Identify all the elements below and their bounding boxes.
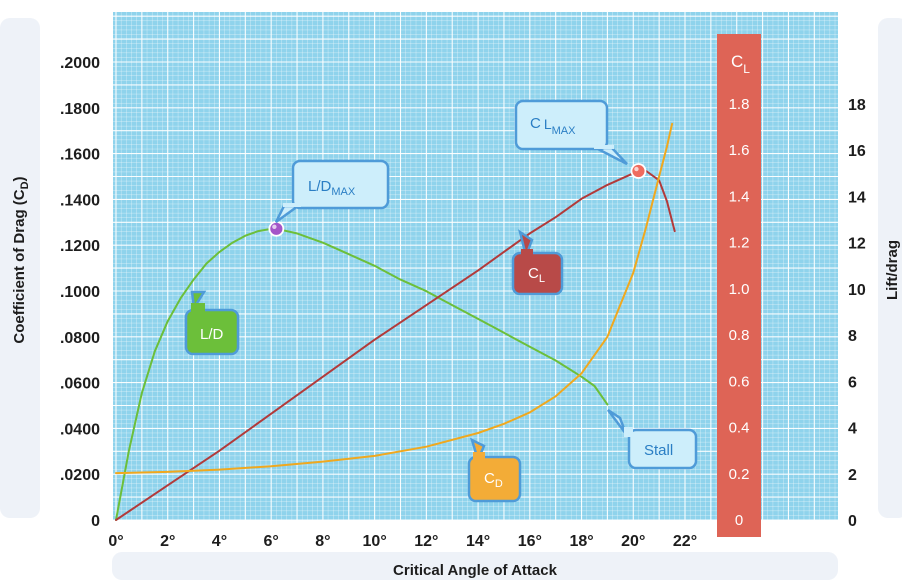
x-axis-title: Critical Angle of Attack [393, 562, 558, 579]
cl-bar-title-sub: L [743, 62, 750, 76]
cl-tick-label: 0.8 [729, 327, 750, 344]
x-tick-label: 12° [414, 533, 438, 550]
cl-tick-label: 1.2 [729, 235, 750, 252]
cd-tick-label: .1200 [60, 238, 100, 255]
x-tick-label: 22° [673, 533, 697, 550]
cl-tick-label: 0.2 [729, 466, 750, 483]
x-ticks: 0° 2° 4° 6° 8° 10° 12° 14° 16° 18° 20° 22° [108, 533, 697, 550]
cl-max-marker-highlight [634, 166, 639, 172]
callout-cd: CD [467, 437, 522, 503]
cd-ticks: 0 .0200 .0400 .0600 .0800 .1000 .1200 .1400 .160… [60, 55, 100, 530]
callout-stall-text: Stall [644, 442, 673, 459]
ld-tick-label: 12 [848, 236, 866, 253]
ld-tick-label: 4 [848, 421, 857, 438]
svg-text:CL: CL [528, 265, 545, 285]
series-layer [115, 122, 676, 521]
ld-max-marker [268, 220, 285, 237]
cd-tick-label: .1000 [60, 284, 100, 301]
callout-cl-max: C LMAX [514, 99, 628, 166]
cl-tick-label: 1.6 [729, 142, 750, 159]
callout-cl-max-sub2: MAX [552, 125, 577, 137]
cd-tick-label: .0400 [60, 421, 100, 438]
cl-ticks: 0 0.2 0.4 0.6 0.8 1.0 1.2 1.4 1.6 1.8 [729, 96, 750, 529]
left-side-panel [0, 18, 40, 518]
series-c-d-line [115, 122, 674, 475]
ld-tick-label: 18 [848, 97, 866, 114]
ld-tick-label: 2 [848, 467, 857, 484]
cl-tick-label: 0 [735, 512, 743, 529]
cl-tick-label: 1.8 [729, 96, 750, 113]
cl-bar [717, 34, 761, 537]
cd-tick-label: .1800 [60, 101, 100, 118]
callout-cl: CL [511, 229, 564, 296]
y-axis-right-title: Lift/drag [884, 240, 901, 300]
ld-max-marker-highlight [272, 224, 277, 229]
ld-tick-label: 16 [848, 143, 866, 160]
marker-layer [268, 163, 647, 237]
x-tick-label: 14° [466, 533, 490, 550]
callout-cl-main: C [528, 265, 539, 282]
svg-text:CD: CD [484, 470, 503, 490]
ld-tick-label: 8 [848, 328, 857, 345]
callout-cd-main: C [484, 470, 495, 487]
x-tick-label: 16° [518, 533, 542, 550]
x-tick-label: 20° [621, 533, 645, 550]
callout-cl-max-sub1: L [544, 116, 552, 132]
series-l-d-line [115, 227, 609, 521]
cl-tick-label: 1.4 [729, 188, 750, 205]
cl-tick-label: 0.6 [729, 373, 750, 390]
x-tick-label: 2° [160, 533, 175, 550]
y-axis-left-title-end: ) [11, 176, 28, 181]
cd-tick-label: .0200 [60, 467, 100, 484]
bottom-panel [112, 552, 838, 580]
svg-text:L/DMAX: L/DMAX [308, 178, 356, 198]
cl-tick-label: 0.4 [729, 420, 750, 437]
right-side-panel [878, 18, 902, 518]
cd-tick-label: .0800 [60, 330, 100, 347]
x-tick-label: 6° [264, 533, 279, 550]
ld-ticks: 0 2 4 6 8 10 12 14 16 18 [848, 97, 866, 530]
cl-tick-label: 1.0 [729, 281, 750, 298]
cd-tick-label: .2000 [60, 55, 100, 72]
ld-tick-label: 0 [848, 513, 857, 530]
callout-cd-sub: D [495, 478, 503, 490]
x-tick-label: 18° [569, 533, 593, 550]
callout-cl-max-main: C [530, 115, 541, 132]
series-c-l-line [115, 170, 676, 521]
x-tick-label: 8° [315, 533, 330, 550]
cl-max-marker [630, 163, 647, 179]
ld-tick-label: 14 [848, 189, 866, 206]
ld-tick-label: 10 [848, 282, 866, 299]
y-axis-left-title: Coefficient of Drag (CD) [11, 176, 31, 343]
cl-bar-title: CL [731, 52, 750, 76]
cd-tick-label: .1400 [60, 192, 100, 209]
cd-tick-label: .0600 [60, 376, 100, 393]
x-tick-label: 10° [363, 533, 387, 550]
cd-tick-label: 0 [91, 513, 100, 530]
callout-cl-sub: L [539, 273, 545, 285]
x-tick-label: 4° [212, 533, 227, 550]
callout-stall: Stall [607, 408, 698, 470]
callout-ld: L/D [184, 290, 240, 356]
cd-tick-label: .1600 [60, 147, 100, 164]
y-axis-left-title-sub: D [19, 181, 31, 189]
ld-tick-label: 6 [848, 374, 857, 391]
callout-ld-max: L/DMAX [274, 159, 390, 224]
callout-ld-text: L/D [200, 326, 224, 343]
x-tick-label: 0° [108, 533, 123, 550]
callout-ld-max-sub: MAX [331, 186, 356, 198]
callout-ld-max-main: L/D [308, 178, 332, 195]
